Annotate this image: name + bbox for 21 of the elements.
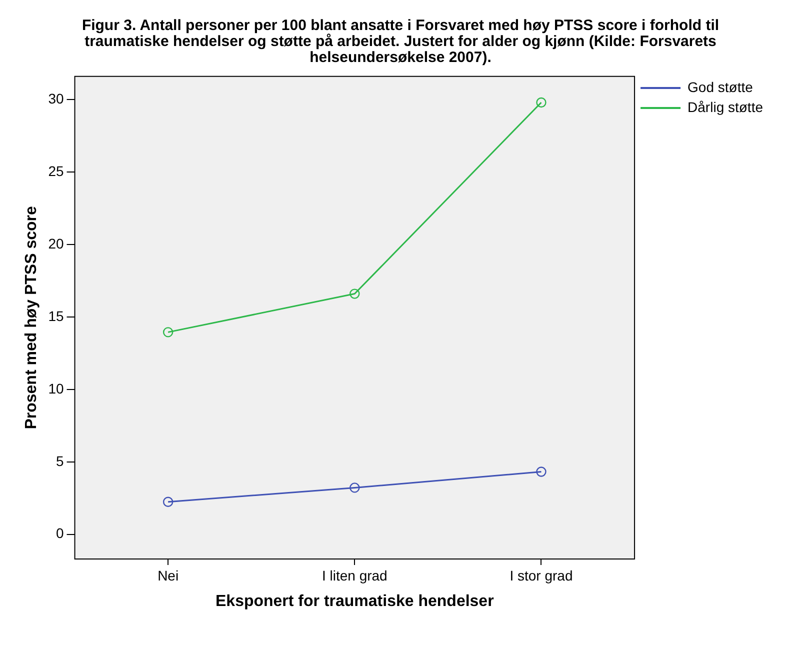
x-axis-title: Eksponert for traumatiske hendelser xyxy=(216,593,494,610)
legend-label: Dårlig støtte xyxy=(688,99,764,116)
y-tick-label: 20 xyxy=(48,236,64,252)
point xyxy=(536,466,546,478)
x-tick-label: Nei xyxy=(158,568,179,584)
point xyxy=(350,288,360,300)
point xyxy=(536,98,546,108)
y-tick-label: 15 xyxy=(48,308,64,324)
y-tick-label: 30 xyxy=(48,90,64,107)
y-tick-label: 25 xyxy=(48,163,64,180)
point xyxy=(350,482,360,494)
y-tick-label: 10 xyxy=(48,380,64,397)
point xyxy=(162,497,174,508)
x-tick-label: I stor grad xyxy=(510,568,573,584)
legend-label: God støtte xyxy=(688,79,754,96)
y-tick-label: 0 xyxy=(56,525,64,542)
y-tick-label: 5 xyxy=(56,453,64,470)
x-tick-label: I liten grad xyxy=(322,568,388,584)
point xyxy=(162,327,174,338)
chart-title: Figur 3. Antall personer per 100 blant ansatte i Forsvaret med høy PTSS score i forhold til traumatiske hendelser og støtte på arbeidet. Justert for alder og kjønn (Kilde: Forsvarets helseundersøkelse 2007). xyxy=(80,16,720,66)
y-axis-title: Prosent med høy PTSS score xyxy=(23,206,40,430)
